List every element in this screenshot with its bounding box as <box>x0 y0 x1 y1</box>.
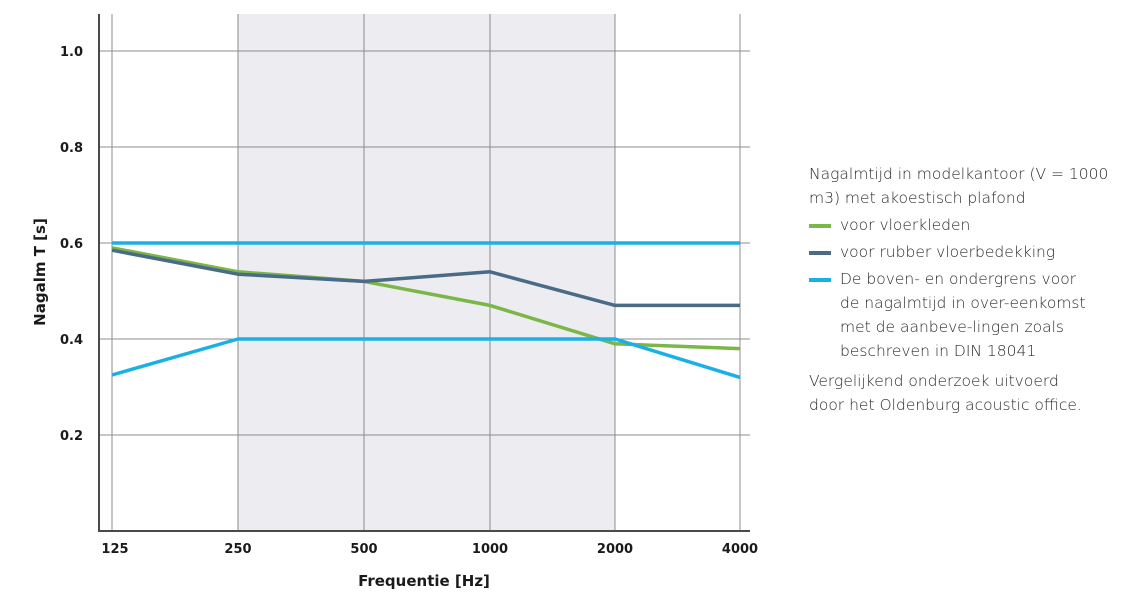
x-tick-labels: 125 250 500 1000 2000 4000 <box>101 542 758 557</box>
y-tick-label: 0.6 <box>60 237 83 252</box>
y-tick-label: 0.4 <box>60 333 83 348</box>
legend-swatch-carpet <box>809 224 831 228</box>
y-tick-label: 1.0 <box>60 45 83 60</box>
x-tick-label: 500 <box>350 542 377 557</box>
reverberation-chart: 125 250 500 1000 2000 4000 0.2 0.4 0.6 0.8 1.0 Fr… <box>31 14 758 590</box>
y-tick-label: 0.2 <box>60 429 83 444</box>
axes <box>98 14 750 532</box>
x-tick-label: 1000 <box>472 542 508 557</box>
legend-heading: Nagalmtijd in modelkantoor (V = 1000 m3)… <box>809 165 1109 207</box>
x-tick-label: 250 <box>224 542 251 557</box>
series-lines <box>111 241 741 380</box>
series-line-1 <box>111 248 740 308</box>
series-line-3 <box>111 337 741 380</box>
legend: Nagalmtijd in modelkantoor (V = 1000 m3)… <box>809 162 1129 417</box>
legend-item-limits: De boven- en ondergrens voor de nagalmti… <box>809 267 1129 363</box>
x-tick-label: 2000 <box>597 542 633 557</box>
shaded-frequency-band <box>238 14 615 531</box>
y-tick-labels: 0.2 0.4 0.6 0.8 1.0 <box>60 45 83 444</box>
x-axis-title: Frequentie [Hz] <box>358 572 490 590</box>
y-axis-title: Nagalm T [s] <box>31 218 49 326</box>
legend-swatch-rubber <box>809 251 831 255</box>
legend-item-carpet: voor vloerkleden <box>809 213 1129 237</box>
legend-label-carpet: voor vloerkleden <box>840 216 971 234</box>
legend-swatch-limits <box>809 278 831 282</box>
legend-item-rubber: voor rubber vloerbedekking <box>809 240 1129 264</box>
legend-note: Vergelijkend onderzoek uitvoerd door het… <box>809 372 1082 414</box>
y-tick-label: 0.8 <box>60 141 83 156</box>
x-tick-label: 4000 <box>722 542 758 557</box>
x-tick-label: 125 <box>101 542 128 557</box>
legend-label-limits: De boven- en ondergrens voor de nagalmti… <box>840 270 1086 360</box>
legend-label-rubber: voor rubber vloerbedekking <box>840 243 1056 261</box>
